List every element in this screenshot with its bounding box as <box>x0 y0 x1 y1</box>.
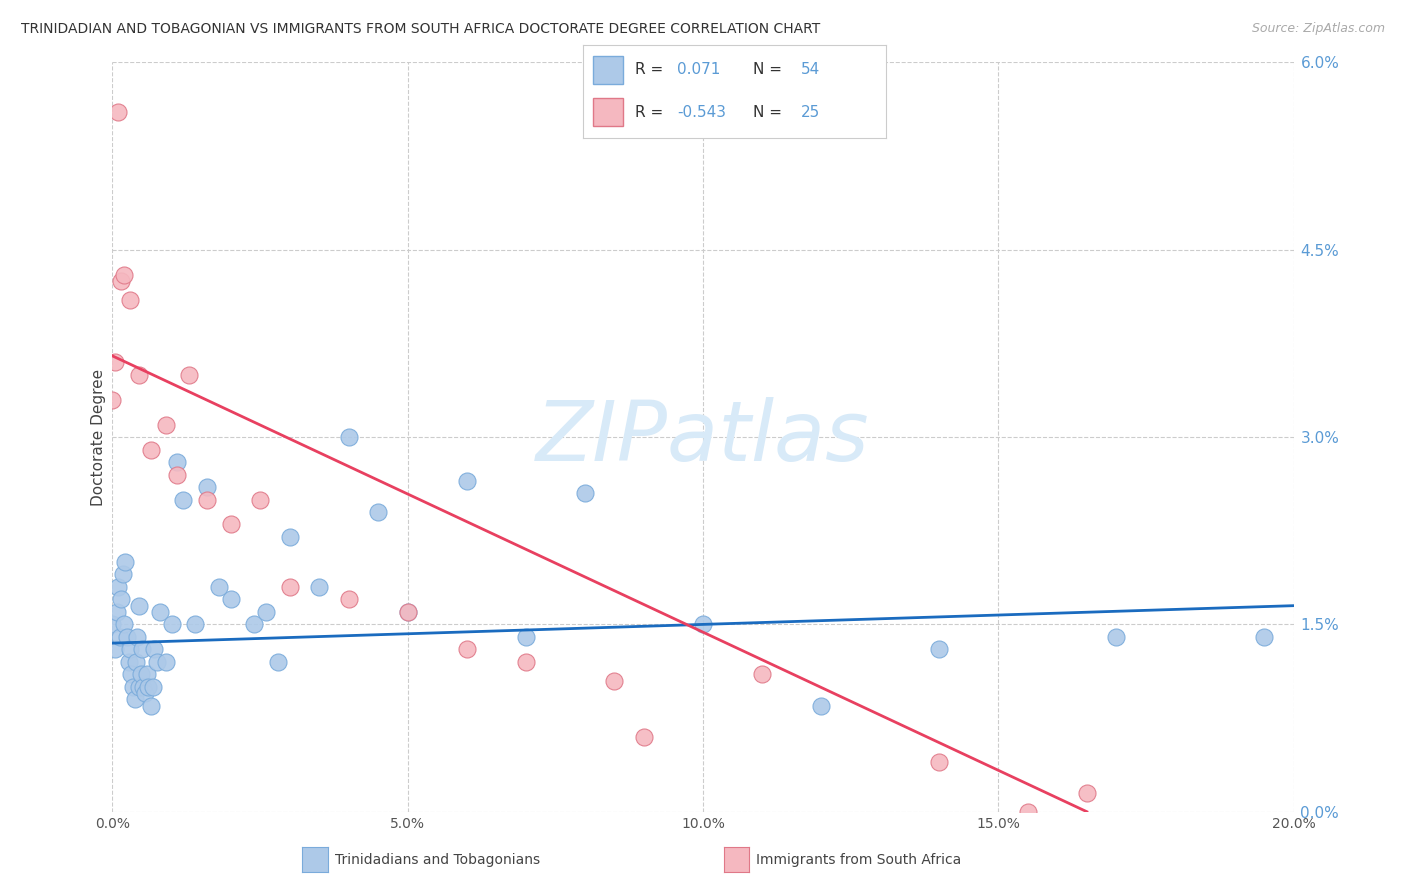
Point <box>219 517 242 532</box>
Point <box>155 417 177 432</box>
Point <box>278 530 301 544</box>
Text: ZIPatlas: ZIPatlas <box>536 397 870 477</box>
Point <box>337 592 360 607</box>
Point <box>810 698 832 713</box>
Point <box>132 680 155 694</box>
Point <box>107 105 129 120</box>
Point <box>114 555 136 569</box>
Point <box>179 368 201 382</box>
Point <box>139 698 162 713</box>
Point <box>112 268 135 282</box>
Point <box>267 655 290 669</box>
Point <box>603 673 626 688</box>
Point <box>928 642 950 657</box>
Text: 54: 54 <box>801 62 820 78</box>
Text: N =: N = <box>752 62 786 78</box>
Point <box>134 686 156 700</box>
Point <box>574 486 596 500</box>
Point <box>120 293 142 307</box>
Point <box>124 692 146 706</box>
FancyBboxPatch shape <box>592 98 623 126</box>
Text: 0.071: 0.071 <box>678 62 720 78</box>
Text: 25: 25 <box>801 104 820 120</box>
Point <box>195 492 218 507</box>
Point <box>110 592 132 607</box>
Point <box>104 642 127 657</box>
Point <box>515 655 537 669</box>
Point <box>166 455 188 469</box>
Point <box>208 580 231 594</box>
Point <box>128 680 150 694</box>
Point <box>122 680 145 694</box>
Point <box>1253 630 1275 644</box>
Point <box>107 580 129 594</box>
Point <box>308 580 330 594</box>
Point <box>129 667 152 681</box>
Point <box>456 642 478 657</box>
Point <box>1017 805 1039 819</box>
Point <box>1076 786 1098 800</box>
Point <box>120 667 142 681</box>
Point <box>104 355 127 369</box>
Point <box>142 642 165 657</box>
Y-axis label: Doctorate Degree: Doctorate Degree <box>90 368 105 506</box>
Text: -0.543: -0.543 <box>678 104 727 120</box>
Point <box>155 655 177 669</box>
Point <box>128 368 150 382</box>
Text: N =: N = <box>752 104 786 120</box>
Point <box>249 492 271 507</box>
Point <box>127 630 149 644</box>
Point <box>101 392 124 407</box>
Point <box>135 667 157 681</box>
Text: R =: R = <box>636 104 668 120</box>
Point <box>1105 630 1128 644</box>
Point <box>105 605 128 619</box>
Point <box>456 474 478 488</box>
Point <box>117 630 138 644</box>
Point <box>751 667 773 681</box>
Point <box>515 630 537 644</box>
Point <box>146 655 169 669</box>
Point <box>118 655 141 669</box>
Point <box>367 505 389 519</box>
Point <box>219 592 242 607</box>
Point <box>110 274 132 288</box>
Point <box>120 642 142 657</box>
Point <box>184 617 207 632</box>
Point <box>254 605 277 619</box>
Point <box>928 755 950 769</box>
Point <box>149 605 172 619</box>
Point <box>112 617 135 632</box>
Text: TRINIDADIAN AND TOBAGONIAN VS IMMIGRANTS FROM SOUTH AFRICA DOCTORATE DEGREE CORR: TRINIDADIAN AND TOBAGONIAN VS IMMIGRANTS… <box>21 22 820 37</box>
Point <box>108 630 131 644</box>
Point <box>172 492 194 507</box>
Point <box>633 730 655 744</box>
Point <box>337 430 360 444</box>
Text: Trinidadians and Tobagonians: Trinidadians and Tobagonians <box>335 853 540 867</box>
Point <box>128 599 150 613</box>
Point <box>278 580 301 594</box>
Point <box>160 617 183 632</box>
Text: Immigrants from South Africa: Immigrants from South Africa <box>756 853 962 867</box>
Text: R =: R = <box>636 62 668 78</box>
Point <box>125 655 148 669</box>
Point <box>692 617 714 632</box>
Text: Source: ZipAtlas.com: Source: ZipAtlas.com <box>1251 22 1385 36</box>
Point <box>195 480 218 494</box>
Point <box>112 567 135 582</box>
Point <box>136 680 159 694</box>
Point <box>139 442 162 457</box>
Point <box>243 617 266 632</box>
Point <box>396 605 419 619</box>
Point <box>142 680 165 694</box>
Point <box>131 642 153 657</box>
FancyBboxPatch shape <box>592 56 623 84</box>
Point <box>166 467 188 482</box>
Point <box>396 605 419 619</box>
Point <box>101 617 124 632</box>
